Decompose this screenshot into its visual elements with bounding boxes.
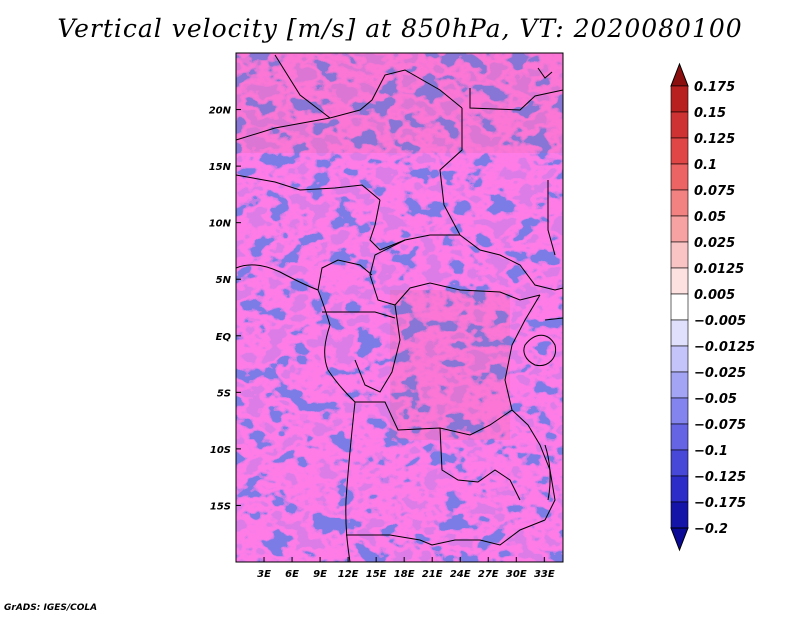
- colorbar-swatch: [670, 163, 689, 191]
- colorbar-level-label: −0.2: [694, 522, 728, 537]
- lon-tick-label: 24E: [450, 569, 471, 580]
- colorbar-level-label: 0.1: [694, 158, 717, 173]
- colorbar-level-label: 0.125: [694, 132, 735, 147]
- lon-tick-label: 27E: [478, 569, 499, 580]
- colorbar-level-label: −0.0125: [694, 340, 755, 355]
- colorbar-level-label: 0.05: [694, 210, 726, 225]
- lat-tick-label: 10S: [210, 445, 231, 456]
- colorbar-level-label: −0.005: [694, 314, 746, 329]
- colorbar-swatch: [670, 501, 689, 529]
- colorbar-swatch: [670, 241, 689, 269]
- colorbar-level-label: 0.025: [694, 236, 735, 251]
- colorbar-swatch: [670, 85, 689, 113]
- lat-tick-label: 15N: [209, 162, 232, 173]
- longitude-axis: 3E 6E 9E 12E 15E 18E 21E 24E 27E 30E 33E: [257, 557, 555, 580]
- colorbar-level-label: 0.0125: [694, 262, 744, 277]
- colorbar-bottom-arrow: [670, 527, 689, 552]
- lat-tick-label: 10N: [209, 219, 232, 230]
- lon-tick-label: 6E: [285, 569, 299, 580]
- lon-tick-label: 12E: [338, 569, 359, 580]
- lat-tick-label: EQ: [216, 332, 232, 343]
- colorbar-swatch: [670, 371, 689, 399]
- colorbar-swatch: [670, 189, 689, 217]
- lon-tick-label: 21E: [422, 569, 443, 580]
- colorbar-level-label: −0.075: [694, 418, 746, 433]
- lon-tick-label: 9E: [313, 569, 327, 580]
- grads-credit: GrADS: IGES/COLA: [4, 603, 98, 613]
- colorbar-swatch: [670, 267, 689, 295]
- colorbar-legend: 0.175 0.15 0.125 0.1 0.075 0.05 0.025 0.0125 0.0…: [670, 62, 755, 552]
- latitude-axis: 20N 15N 10N 5N EQ 5S 10S 15S: [209, 106, 241, 512]
- colorbar-swatch: [670, 345, 689, 373]
- velocity-field: [236, 53, 563, 562]
- lat-tick-label: 5N: [216, 275, 232, 286]
- colorbar-level-label: −0.05: [694, 392, 737, 407]
- colorbar-swatch: [670, 397, 689, 425]
- map-frame: [235, 52, 564, 563]
- colorbar-level-label: −0.025: [694, 366, 746, 381]
- colorbar-swatch: [670, 449, 689, 477]
- colorbar-swatch: [670, 111, 689, 139]
- lon-tick-label: 15E: [366, 569, 387, 580]
- lon-tick-label: 30E: [506, 569, 527, 580]
- lat-tick-label: 15S: [210, 501, 231, 512]
- colorbar-level-label: 0.005: [694, 288, 735, 303]
- colorbar-swatch: [670, 137, 689, 165]
- lon-tick-label: 18E: [394, 569, 415, 580]
- lat-tick-label: 20N: [209, 106, 232, 117]
- colorbar-level-label: −0.1: [694, 444, 728, 459]
- colorbar-swatch: [670, 423, 689, 451]
- colorbar-level-label: −0.175: [694, 496, 746, 511]
- lat-tick-label: 5S: [217, 388, 231, 399]
- plot-title: Vertical velocity [m/s] at 850hPa, VT: 2…: [57, 14, 743, 43]
- country-borders: [236, 54, 563, 562]
- colorbar-top-arrow: [670, 62, 689, 87]
- colorbar-swatch: [670, 215, 689, 243]
- colorbar-level-label: 0.15: [694, 106, 726, 121]
- colorbar-swatch: [670, 293, 689, 321]
- colorbar-swatch: [670, 319, 689, 347]
- lon-tick-label: 33E: [534, 569, 555, 580]
- colorbar-level-label: 0.175: [694, 80, 735, 95]
- colorbar-level-label: −0.125: [694, 470, 746, 485]
- colorbar-level-label: 0.075: [694, 184, 735, 199]
- lon-tick-label: 3E: [257, 569, 271, 580]
- colorbar-swatch: [670, 475, 689, 503]
